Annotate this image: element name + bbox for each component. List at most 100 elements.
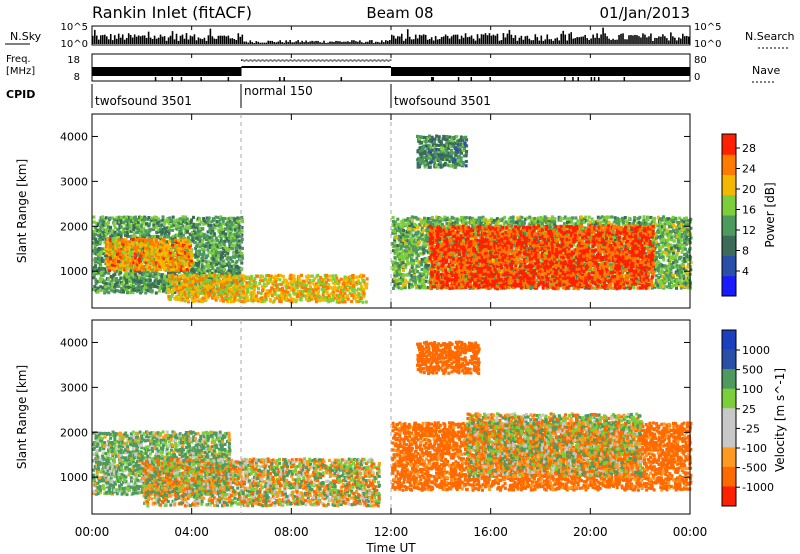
range-cell — [303, 294, 307, 298]
range-cell — [145, 258, 149, 262]
range-cell — [179, 268, 183, 272]
range-cell — [184, 238, 188, 242]
range-cell — [236, 216, 240, 220]
range-cell — [144, 261, 148, 265]
range-cell — [220, 280, 224, 284]
range-cell — [204, 289, 208, 293]
range-cell — [115, 216, 119, 220]
range-cell — [221, 252, 224, 256]
range-cell — [256, 274, 260, 278]
nsky-bar — [251, 41, 254, 44]
range-cell — [227, 239, 231, 243]
range-cell — [420, 262, 424, 266]
range-cell — [215, 221, 219, 226]
range-cell — [132, 271, 135, 275]
range-cell — [227, 248, 230, 253]
range-cell — [104, 251, 108, 255]
range-cell — [225, 274, 229, 278]
range-cell — [110, 234, 114, 238]
range-cell — [163, 221, 167, 225]
range-cell — [279, 293, 283, 297]
range-cell — [271, 287, 275, 291]
freq-tick — [227, 77, 230, 81]
nsky-bar — [267, 40, 270, 44]
range-cell — [169, 244, 173, 248]
range-cell — [101, 237, 105, 241]
range-cell — [362, 287, 366, 291]
range-cell — [235, 235, 239, 239]
nsky-bar — [662, 34, 664, 44]
nsky-bar — [488, 33, 491, 44]
nsky-bar — [528, 38, 531, 44]
range-cell — [272, 280, 276, 284]
nsky-bar — [253, 42, 256, 44]
range-cell — [148, 241, 152, 245]
range-cell — [208, 279, 212, 283]
range-cell — [233, 228, 237, 232]
range-cell — [177, 284, 181, 288]
range-cell — [286, 290, 290, 294]
range-cell — [195, 250, 198, 254]
range-cell — [204, 220, 208, 224]
range-cell — [122, 215, 126, 219]
range-cell — [187, 226, 191, 230]
range-cell — [163, 274, 166, 278]
range-cell — [400, 254, 403, 258]
nsky-bar — [161, 36, 164, 44]
range-cell — [134, 215, 137, 219]
range-cell — [221, 222, 225, 226]
range-cell — [98, 251, 102, 255]
range-cell — [305, 294, 309, 298]
range-cell — [236, 226, 240, 230]
range-cell — [185, 221, 189, 225]
range-cell — [167, 295, 171, 299]
range-cell — [240, 288, 244, 292]
range-cell — [161, 218, 165, 222]
range-cell — [92, 215, 96, 219]
range-cell — [200, 264, 204, 268]
range-cell — [131, 288, 135, 292]
range-cell — [289, 273, 293, 277]
range-cell — [281, 281, 285, 285]
range-cell — [173, 268, 176, 272]
range-cell — [181, 249, 185, 253]
range-cell — [129, 287, 133, 291]
range-cell — [219, 298, 223, 303]
range-cell — [528, 215, 532, 219]
range-cell — [93, 272, 96, 276]
range-cell — [177, 292, 181, 297]
range-cell — [133, 256, 137, 260]
range-cell — [226, 220, 230, 225]
range-cell — [149, 285, 153, 289]
range-cell — [279, 300, 283, 304]
nsky-bar — [339, 41, 341, 44]
nsky-bar — [317, 40, 319, 44]
nsky-bar — [135, 36, 138, 44]
nsky-bar — [203, 37, 206, 44]
range-cell — [235, 251, 239, 255]
range-cell — [128, 240, 132, 244]
range-cell — [154, 291, 158, 295]
range-cell — [216, 223, 219, 227]
range-cell — [214, 298, 218, 302]
range-cell — [144, 249, 148, 253]
range-cell — [111, 289, 115, 293]
range-cell — [186, 277, 190, 281]
range-cell — [179, 251, 183, 256]
range-cell — [222, 234, 226, 238]
range-cell — [126, 249, 130, 254]
range-cell — [152, 262, 156, 266]
range-cell — [113, 272, 117, 276]
range-cell — [185, 268, 189, 272]
nsky-bar — [105, 36, 108, 44]
range-cell — [175, 244, 179, 249]
range-cell — [219, 269, 223, 273]
range-cell — [236, 254, 240, 258]
range-cell — [422, 228, 426, 233]
range-cell — [259, 278, 262, 282]
range-cell — [127, 274, 131, 278]
range-cell — [219, 232, 223, 236]
range-cell — [238, 228, 241, 232]
range-cell — [183, 231, 187, 235]
range-cell — [137, 259, 141, 263]
